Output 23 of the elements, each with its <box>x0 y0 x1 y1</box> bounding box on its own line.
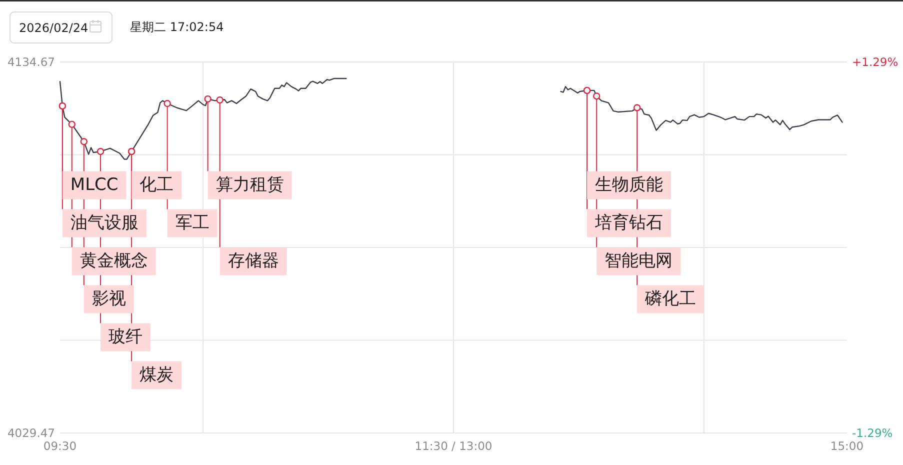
annotation: 算力租赁 <box>216 175 284 196</box>
annotation: 军工 <box>175 213 210 234</box>
chart-subtitle: 星期二 17:02:54 <box>130 20 224 34</box>
annotation: 生物质能 <box>595 175 664 196</box>
annotation: 影视 <box>92 289 126 310</box>
annotation: 化工 <box>140 175 174 196</box>
annotation: 智能电网 <box>604 251 673 272</box>
y-tick-label: 4029.47 <box>7 426 55 440</box>
y2-tick-label: -1.29% <box>852 426 893 440</box>
x-tick-label: 09:30 <box>43 439 77 453</box>
annotation: 油气设服 <box>70 213 138 234</box>
annotation: 存储器 <box>228 251 279 272</box>
annotation: 磷化工 <box>644 289 696 310</box>
annotation: MLCC <box>70 175 118 196</box>
chart-title: 2026/02/24 <box>19 21 88 35</box>
x-tick-label: 15:00 <box>830 439 864 453</box>
annotation: 培育钻石 <box>594 213 664 234</box>
y2-tick-label: +1.29% <box>852 55 898 69</box>
x-tick-label: 11:30 / 13:00 <box>414 439 492 453</box>
annotation: 煤炭 <box>140 365 174 386</box>
annotation: 玻纤 <box>108 327 142 348</box>
y-tick-label: 4134.67 <box>7 55 55 69</box>
annotation: 黄金概念 <box>80 251 148 272</box>
